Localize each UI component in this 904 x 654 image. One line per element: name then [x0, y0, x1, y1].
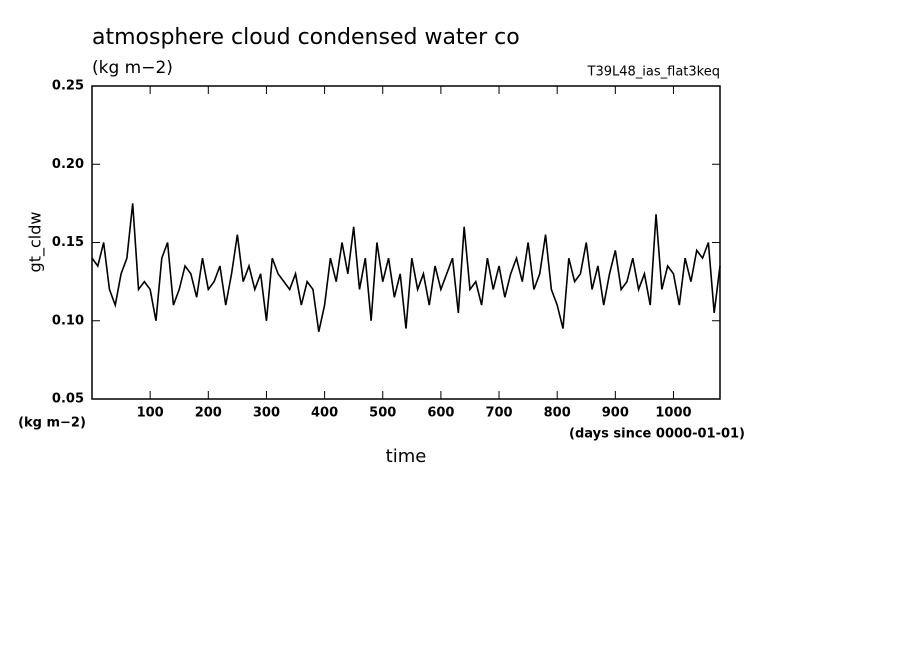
y-tick-label: 0.25: [52, 79, 84, 94]
y-tick-label: 0.10: [52, 313, 84, 328]
x-tick-label: 300: [253, 406, 280, 421]
y-axis-label: gt_cldw: [26, 212, 46, 273]
data-line: [91, 203, 721, 332]
y-tick-label: 0.05: [52, 392, 84, 407]
x-axis-label: time: [386, 446, 427, 467]
run-label: T39L48_ias_flat3keq: [587, 65, 720, 80]
x-tick-label: 900: [602, 406, 629, 421]
plot-frame: [91, 85, 721, 400]
x-tick-label: 100: [137, 406, 164, 421]
x-tick-label: 600: [427, 406, 454, 421]
chart-subtitle: (kg m−2): [92, 58, 173, 78]
x-tick-label: 800: [544, 406, 571, 421]
x-tick-label: 500: [369, 406, 396, 421]
x-tick-label: 1000: [655, 406, 691, 421]
x-tick-label: 400: [311, 406, 338, 421]
x-tick-label: 700: [485, 406, 512, 421]
x-tick-label: 200: [195, 406, 222, 421]
chart-title: atmosphere cloud condensed water co: [92, 25, 520, 50]
y-axis-units: (kg m−2): [18, 416, 86, 431]
y-tick-label: 0.15: [52, 235, 84, 250]
y-tick-label: 0.20: [52, 157, 84, 172]
x-axis-units: (days since 0000-01-01): [569, 427, 745, 442]
